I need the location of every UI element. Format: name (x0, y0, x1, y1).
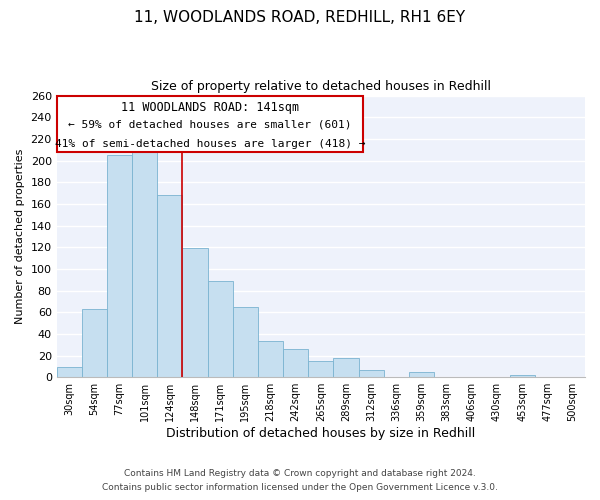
Bar (308, 361, 334, 377)
Bar (56, 368, 82, 377)
X-axis label: Distribution of detached houses by size in Redhill: Distribution of detached houses by size … (166, 427, 475, 440)
Bar (82, 309, 107, 377)
Bar (157, 195, 182, 377)
Text: ← 59% of detached houses are smaller (601): ← 59% of detached houses are smaller (60… (68, 120, 352, 130)
Text: Contains HM Land Registry data © Crown copyright and database right 2024.: Contains HM Land Registry data © Crown c… (124, 468, 476, 477)
Text: 11, WOODLANDS ROAD, REDHILL, RH1 6EY: 11, WOODLANDS ROAD, REDHILL, RH1 6EY (134, 10, 466, 25)
Bar (107, 155, 132, 377)
Bar (182, 248, 208, 377)
Bar (132, 150, 157, 377)
Text: 41% of semi-detached houses are larger (418) →: 41% of semi-detached houses are larger (… (55, 139, 365, 149)
Bar (283, 349, 308, 377)
Bar (359, 370, 384, 377)
Bar (233, 307, 258, 377)
Title: Size of property relative to detached houses in Redhill: Size of property relative to detached ho… (151, 80, 491, 93)
Text: Contains public sector information licensed under the Open Government Licence v.: Contains public sector information licen… (102, 484, 498, 492)
Bar (258, 342, 283, 377)
Bar (409, 372, 434, 377)
Text: 11 WOODLANDS ROAD: 141sqm: 11 WOODLANDS ROAD: 141sqm (121, 101, 299, 114)
Bar (334, 358, 359, 377)
Y-axis label: Number of detached properties: Number of detached properties (15, 148, 25, 324)
FancyBboxPatch shape (56, 96, 363, 152)
Bar (509, 375, 535, 377)
Bar (208, 281, 233, 377)
